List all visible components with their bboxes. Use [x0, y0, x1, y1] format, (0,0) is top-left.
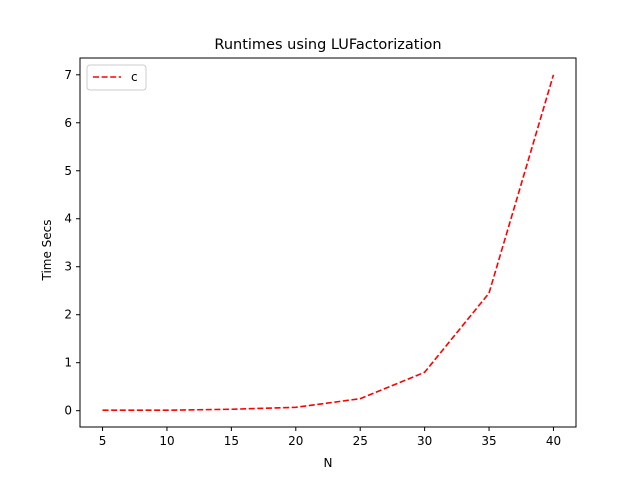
y-tick-label: 6	[64, 116, 72, 130]
legend: c	[86, 64, 147, 91]
y-tick-label: 3	[64, 260, 72, 274]
x-tick-label: 35	[481, 434, 496, 448]
legend-box	[86, 64, 147, 91]
x-tick-label: 25	[353, 434, 368, 448]
x-tick-label: 15	[224, 434, 239, 448]
y-tick-label: 7	[64, 68, 72, 82]
y-tick-label: 4	[64, 212, 72, 226]
y-tick-label: 5	[64, 164, 72, 178]
x-tick-label: 5	[99, 434, 107, 448]
series-line-c	[102, 74, 555, 412]
legend-label-c: c	[131, 70, 138, 84]
x-tick-label: 30	[417, 434, 432, 448]
y-tick-label: 1	[64, 356, 72, 370]
x-tick-label: 20	[288, 434, 303, 448]
chart-title: Runtimes using LUFactorization	[214, 37, 441, 53]
x-axis-label: N	[324, 456, 333, 470]
axes-frame	[79, 57, 577, 428]
plot-area: 5 10 15 20 25 30 35 40 0 1 2 3 4 5 6 7 c	[64, 57, 577, 448]
y-axis-label: Time Secs	[40, 219, 54, 281]
y-tick-label: 2	[64, 308, 72, 322]
y-tick-label: 0	[64, 404, 72, 418]
x-tick-label: 10	[159, 434, 174, 448]
x-tick-label: 40	[546, 434, 561, 448]
